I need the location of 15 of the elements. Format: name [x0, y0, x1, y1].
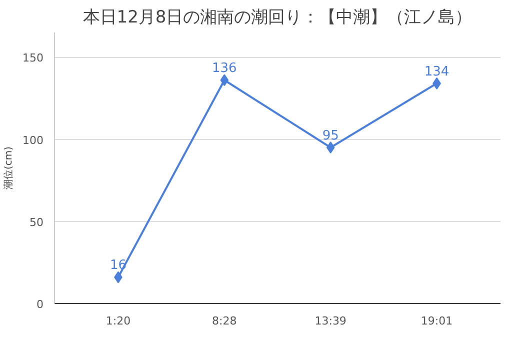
y-axis-title: 潮位(cm): [2, 146, 15, 190]
y-tick-label: 150: [22, 52, 44, 65]
y-tick-label: 50: [30, 216, 44, 229]
y-tick-label: 100: [22, 134, 44, 147]
y-tick-label: 0: [36, 298, 44, 311]
data-label: 95: [322, 128, 339, 144]
data-label: 136: [212, 61, 237, 76]
x-tick-label: 19:01: [420, 314, 453, 328]
point: [220, 74, 229, 86]
x-tick-label: 13:39: [314, 314, 346, 328]
point: [326, 141, 335, 154]
x-tick-label: 8:28: [212, 314, 237, 328]
x-tick-label: 1:20: [106, 314, 131, 328]
data-label: 134: [424, 64, 450, 80]
chart-title: 本日12月8日の湘南の潮回り：【中潮】（江ノ島）: [82, 8, 472, 28]
